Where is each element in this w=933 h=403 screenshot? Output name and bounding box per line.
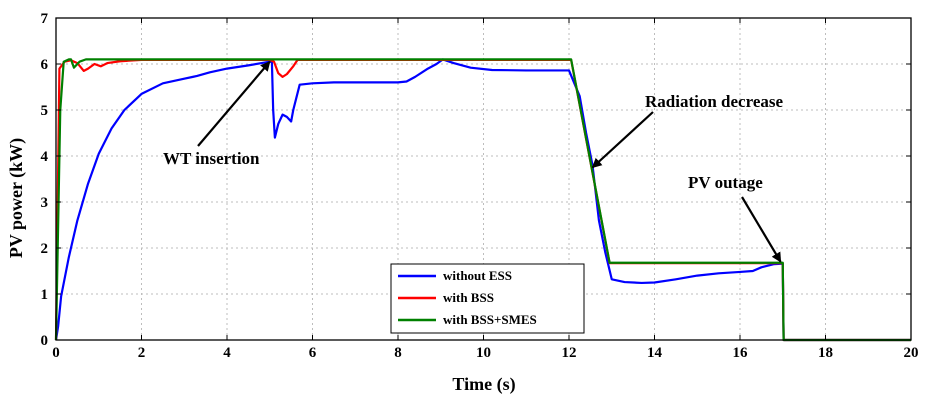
series-line-without-ess [54, 58, 911, 342]
annotation-arrow-radiation-decrease [591, 111, 654, 169]
legend-label-without-ess: without ESS [443, 268, 512, 283]
y-tick-label: 2 [41, 241, 49, 257]
x-tick-label: 8 [394, 345, 402, 361]
annotation-group: WT insertion Radiation decrease PV outage [163, 60, 783, 263]
annotation-arrow-wt-insertion [197, 60, 271, 147]
legend-label-with-bss-smes: with BSS+SMES [443, 312, 537, 327]
x-tick-label: 14 [647, 345, 663, 361]
x-tick-label: 0 [52, 345, 60, 361]
series-line-with-bss-smes [54, 58, 911, 342]
annotation-radiation-decrease: Radiation decrease [645, 92, 783, 111]
x-tick-label: 20 [904, 345, 919, 361]
y-tick-label: 0 [41, 333, 49, 349]
y-tick-label: 1 [41, 287, 49, 303]
x-axis-title: Time (s) [452, 374, 515, 395]
annotation-arrow-pv-outage [741, 196, 782, 263]
y-tick-label: 5 [41, 103, 49, 119]
x-tick-label: 6 [309, 345, 317, 361]
annotation-wt-insertion: WT insertion [163, 149, 260, 168]
legend: without ESS with BSS with BSS+SMES [390, 263, 585, 334]
grid [56, 18, 911, 340]
legend-label-with-bss: with BSS [443, 290, 494, 305]
y-tick-label: 4 [41, 149, 49, 165]
x-tick-label: 4 [223, 345, 231, 361]
x-tick-label: 16 [733, 345, 749, 361]
x-tick-label: 2 [138, 345, 146, 361]
series-group [54, 58, 911, 342]
x-tick-label: 18 [818, 345, 833, 361]
y-axis-title: PV power (kW) [6, 138, 27, 258]
y-tick-label: 3 [41, 195, 49, 211]
annotation-pv-outage: PV outage [688, 173, 763, 192]
x-tick-label: 10 [476, 345, 491, 361]
y-tick-label: 7 [41, 11, 49, 27]
y-tick-label: 6 [41, 57, 49, 73]
x-tick-label: 12 [562, 345, 577, 361]
